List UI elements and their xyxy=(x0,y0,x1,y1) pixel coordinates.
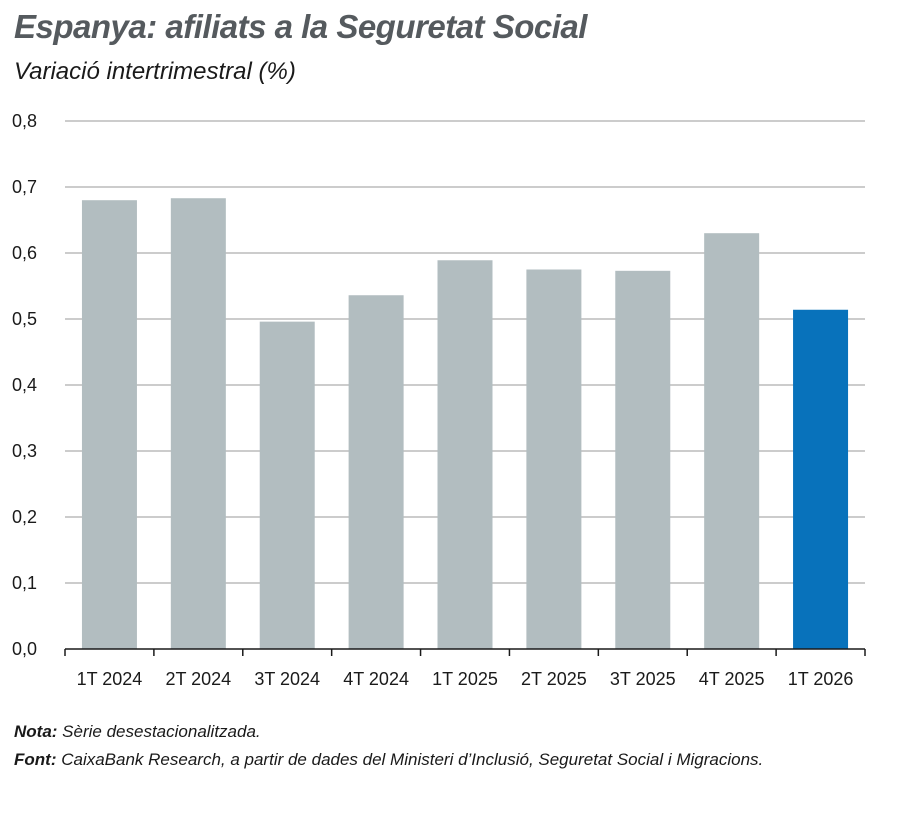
chart-title: Espanya: afiliats a la Seguretat Social xyxy=(14,8,587,45)
x-tick-label: 1T 2025 xyxy=(432,669,498,689)
bar-2t-2025 xyxy=(526,269,582,649)
x-tick-label: 2T 2025 xyxy=(521,669,587,689)
x-tick-label: 3T 2024 xyxy=(254,669,320,689)
chart-subtitle: Variació intertrimestral (%) xyxy=(14,58,296,85)
bar-3t-2024 xyxy=(259,321,315,649)
note-label: Nota: xyxy=(14,722,58,741)
bar-chart: 0,0 0,1 0,2 0,3 0,4 0,5 0,6 0,7 0,8 1T 2024 2T 20… xyxy=(12,111,866,689)
bar-1t-2026 xyxy=(793,309,849,649)
y-tick-label: 0,7 xyxy=(12,177,37,197)
x-axis xyxy=(64,648,866,656)
y-tick-label: 0,5 xyxy=(12,309,37,329)
y-tick-label: 0,8 xyxy=(12,111,37,131)
x-tick-label: 3T 2025 xyxy=(610,669,676,689)
x-tick-label: 2T 2024 xyxy=(165,669,231,689)
bar-2t-2024 xyxy=(170,198,226,649)
x-tick-label: 4T 2025 xyxy=(699,669,765,689)
y-tick-label: 0,0 xyxy=(12,639,37,659)
y-tick-label: 0,6 xyxy=(12,243,37,263)
bar-4t-2025 xyxy=(704,233,760,649)
source-label: Font: xyxy=(14,750,57,769)
x-tick-label: 1T 2024 xyxy=(77,669,143,689)
note-text: Sèrie desestacionalitzada. xyxy=(57,722,261,741)
bar-1t-2025 xyxy=(437,260,493,649)
bar-1t-2024 xyxy=(81,200,137,649)
chart-notes: Nota: Sèrie desestacionalitzada. Font: C… xyxy=(14,718,763,774)
source-text: CaixaBank Research, a partir de dades de… xyxy=(56,750,764,769)
bar-3t-2025 xyxy=(615,270,671,649)
y-tick-label: 0,3 xyxy=(12,441,37,461)
x-tick-label: 4T 2024 xyxy=(343,669,409,689)
bar-4t-2024 xyxy=(348,295,404,649)
y-tick-label: 0,2 xyxy=(12,507,37,527)
x-tick-label: 1T 2026 xyxy=(788,669,854,689)
y-tick-label: 0,1 xyxy=(12,573,37,593)
y-axis-tick-labels: 0,0 0,1 0,2 0,3 0,4 0,5 0,6 0,7 0,8 xyxy=(12,111,37,659)
note-line: Nota: Sèrie desestacionalitzada. xyxy=(14,718,763,746)
bars xyxy=(81,198,849,649)
y-tick-label: 0,4 xyxy=(12,375,37,395)
source-line: Font: CaixaBank Research, a partir de da… xyxy=(14,746,763,774)
x-axis-tick-labels: 1T 2024 2T 2024 3T 2024 4T 2024 1T 2025 2T 20… xyxy=(77,669,854,689)
